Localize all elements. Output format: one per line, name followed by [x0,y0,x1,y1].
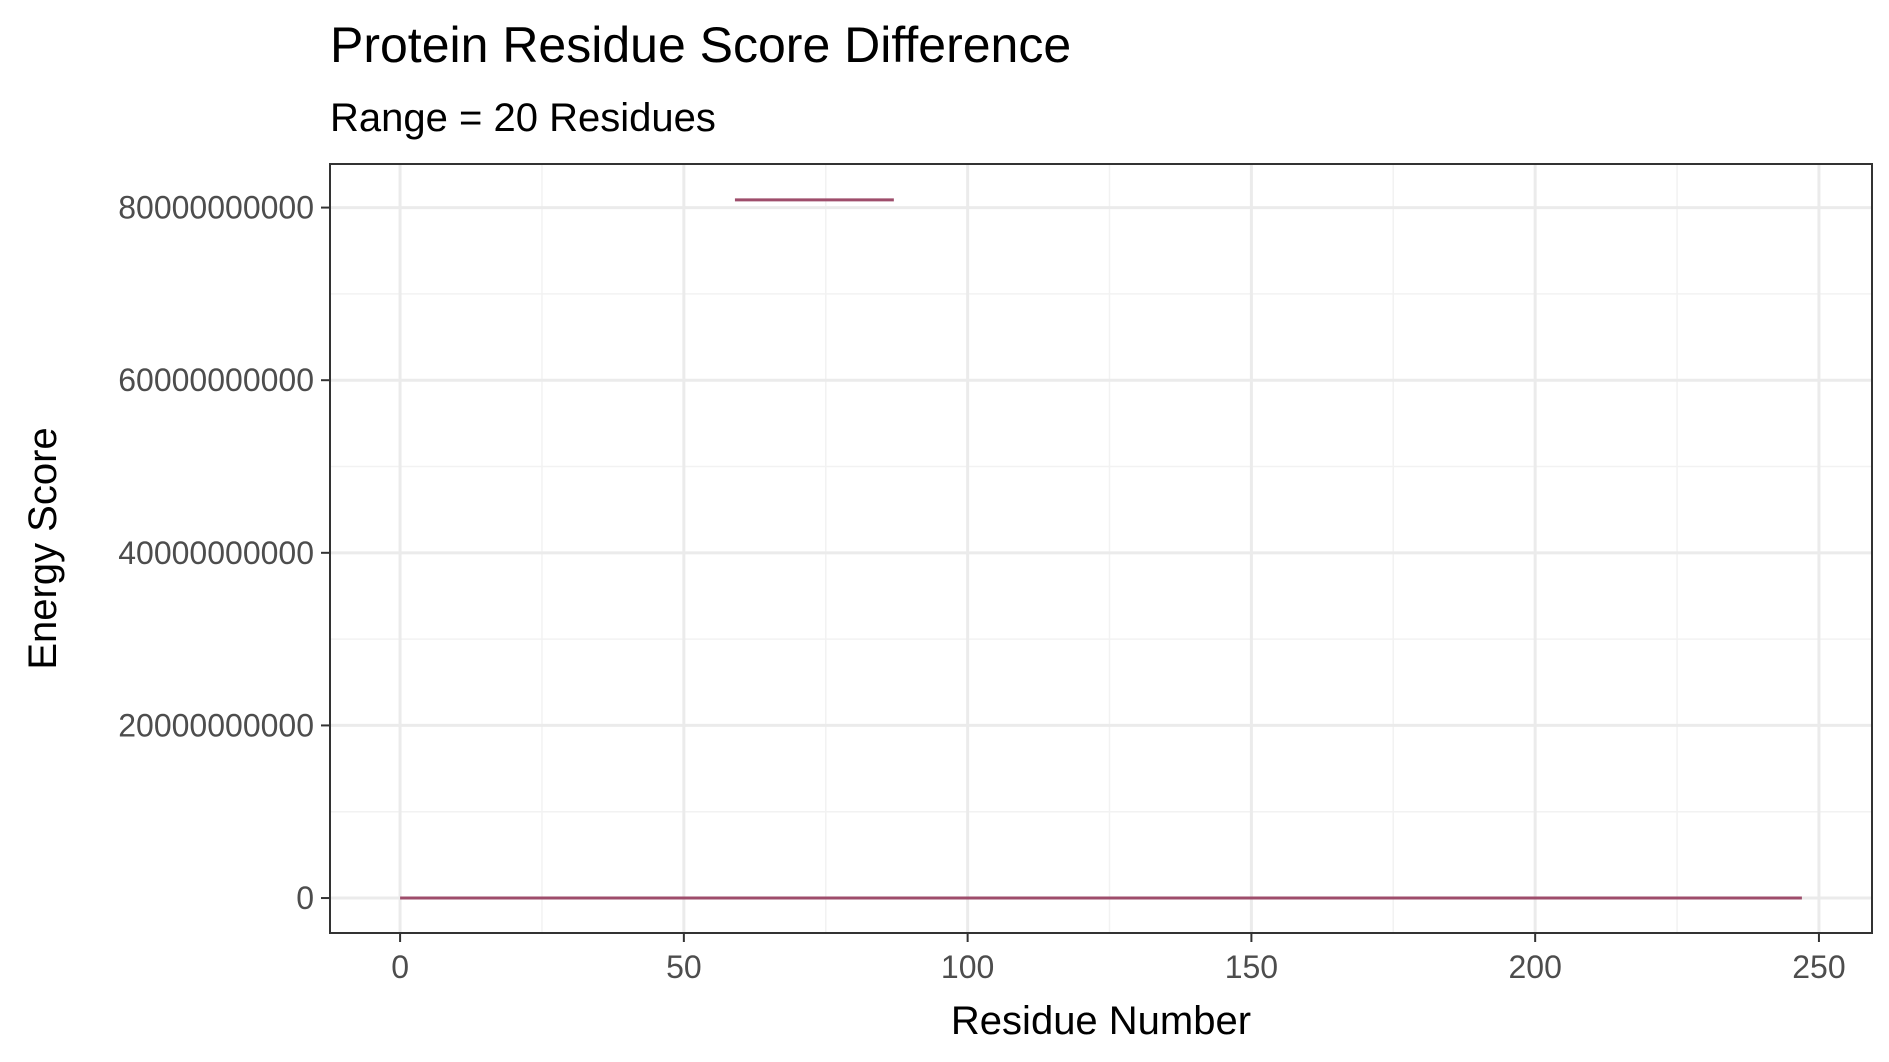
x-tick-label: 200 [1508,949,1561,985]
y-tick-label: 60000000000 [118,362,314,398]
x-axis-ticks: 0 50 100 150 200 250 [391,933,1846,985]
y-tick-label: 40000000000 [118,535,314,571]
x-tick-label: 250 [1792,949,1845,985]
x-tick-label: 150 [1225,949,1278,985]
x-tick-label: 50 [666,949,702,985]
y-tick-label: 80000000000 [118,190,314,226]
panel-border [329,163,1873,934]
data-series [400,198,1802,900]
x-tick-label: 100 [941,949,994,985]
major-gridlines [330,164,1872,933]
x-tick-label: 0 [391,949,409,985]
chart-subtitle: Range = 20 Residues [330,96,716,140]
minor-gridlines [330,164,1872,933]
y-axis-title: Energy Score [21,427,65,669]
y-axis-ticks: 0 20000000000 40000000000 60000000000 800000… [118,190,330,916]
x-axis-title: Residue Number [951,999,1251,1043]
y-tick-label: 0 [296,880,314,916]
y-tick-label: 20000000000 [118,707,314,743]
chart-title: Protein Residue Score Difference [330,17,1071,73]
plot-panel [329,163,1873,934]
